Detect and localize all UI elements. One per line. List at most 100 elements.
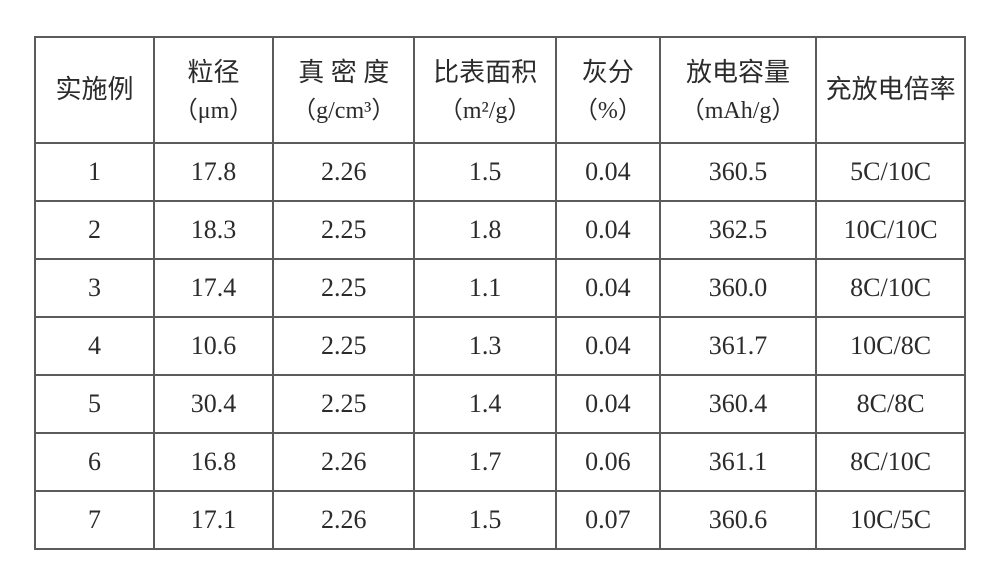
col-header-main: 粒径 (161, 55, 266, 90)
header-row: 实施例 粒径 （μm） 真 密 度 （g/cm³） 比表面积 （m²/g） 灰分 (35, 37, 965, 143)
col-header-1: 粒径 （μm） (154, 37, 273, 143)
table-cell: 2 (35, 201, 154, 259)
cell-value: 1.5 (469, 505, 502, 534)
cell-value: 0.04 (585, 273, 631, 302)
table-cell: 2.25 (273, 375, 414, 433)
table-cell: 0.04 (556, 317, 660, 375)
table-cell: 1.5 (414, 143, 555, 201)
cell-value: 0.04 (585, 157, 631, 186)
table-cell: 0.04 (556, 259, 660, 317)
table-cell: 360.6 (660, 491, 816, 549)
col-header-main: 放电容量 (667, 55, 809, 90)
cell-value: 360.5 (709, 157, 768, 186)
col-header-unit: （m²/g） (421, 90, 548, 125)
cell-value: 2.25 (321, 331, 367, 360)
cell-value: 4 (88, 331, 101, 360)
table-cell: 8C/10C (816, 433, 965, 491)
col-header-main: 真 密 度 (280, 55, 407, 90)
table-cell: 10C/10C (816, 201, 965, 259)
col-header-2: 真 密 度 （g/cm³） (273, 37, 414, 143)
cell-value: 17.4 (191, 273, 237, 302)
cell-value: 2.26 (321, 505, 367, 534)
table-cell: 30.4 (154, 375, 273, 433)
cell-value: 2.25 (321, 273, 367, 302)
cell-value: 10.6 (191, 331, 237, 360)
cell-value: 2.25 (321, 389, 367, 418)
col-header-main: 充放电倍率 (823, 72, 958, 107)
table-cell: 2.26 (273, 143, 414, 201)
table-cell: 360.0 (660, 259, 816, 317)
cell-value: 0.04 (585, 331, 631, 360)
cell-value: 8C/10C (850, 273, 931, 302)
table-cell: 10.6 (154, 317, 273, 375)
col-header-main: 比表面积 (421, 55, 548, 90)
table-cell: 361.1 (660, 433, 816, 491)
table-container: 实施例 粒径 （μm） 真 密 度 （g/cm³） 比表面积 （m²/g） 灰分 (0, 0, 1000, 586)
table-row: 3 17.4 2.25 1.1 0.04 360.0 8C/10C (35, 259, 965, 317)
cell-value: 0.07 (585, 505, 631, 534)
col-header-main: 实施例 (42, 72, 147, 107)
cell-value: 5 (88, 389, 101, 418)
table-cell: 360.4 (660, 375, 816, 433)
table-cell: 18.3 (154, 201, 273, 259)
table-cell: 0.06 (556, 433, 660, 491)
table-cell: 0.04 (556, 143, 660, 201)
cell-value: 3 (88, 273, 101, 302)
cell-value: 1.7 (469, 447, 502, 476)
table-cell: 3 (35, 259, 154, 317)
cell-value: 362.5 (709, 215, 768, 244)
table-cell: 10C/5C (816, 491, 965, 549)
cell-value: 6 (88, 447, 101, 476)
table-cell: 2.26 (273, 433, 414, 491)
cell-value: 8C/10C (850, 447, 931, 476)
table-cell: 360.5 (660, 143, 816, 201)
cell-value: 18.3 (191, 215, 237, 244)
col-header-unit: （mAh/g） (667, 90, 809, 125)
cell-value: 10C/10C (844, 215, 938, 244)
table-cell: 0.07 (556, 491, 660, 549)
table-cell: 10C/8C (816, 317, 965, 375)
col-header-5: 放电容量 （mAh/g） (660, 37, 816, 143)
table-row: 4 10.6 2.25 1.3 0.04 361.7 10C/8C (35, 317, 965, 375)
cell-value: 360.0 (709, 273, 768, 302)
table-cell: 1.7 (414, 433, 555, 491)
cell-value: 1.5 (469, 157, 502, 186)
cell-value: 360.4 (709, 389, 768, 418)
table-cell: 4 (35, 317, 154, 375)
col-header-6: 充放电倍率 (816, 37, 965, 143)
cell-value: 7 (88, 505, 101, 534)
cell-value: 1 (88, 157, 101, 186)
col-header-3: 比表面积 （m²/g） (414, 37, 555, 143)
table-cell: 1.4 (414, 375, 555, 433)
table-cell: 0.04 (556, 201, 660, 259)
table-cell: 1.1 (414, 259, 555, 317)
table-row: 2 18.3 2.25 1.8 0.04 362.5 10C/10C (35, 201, 965, 259)
table-cell: 2.25 (273, 201, 414, 259)
cell-value: 361.7 (709, 331, 768, 360)
cell-value: 17.8 (191, 157, 237, 186)
col-header-unit: （g/cm³） (280, 90, 407, 125)
cell-value: 1.4 (469, 389, 502, 418)
table-cell: 2.26 (273, 491, 414, 549)
cell-value: 0.04 (585, 215, 631, 244)
col-header-unit: （%） (563, 90, 653, 125)
cell-value: 1.3 (469, 331, 502, 360)
cell-value: 1.8 (469, 215, 502, 244)
cell-value: 360.6 (709, 505, 768, 534)
cell-value: 16.8 (191, 447, 237, 476)
table-cell: 6 (35, 433, 154, 491)
table-cell: 362.5 (660, 201, 816, 259)
col-header-unit: （μm） (161, 90, 266, 125)
cell-value: 5C/10C (850, 157, 931, 186)
cell-value: 17.1 (191, 505, 237, 534)
cell-value: 1.1 (469, 273, 502, 302)
cell-value: 0.04 (585, 389, 631, 418)
col-header-main: 灰分 (563, 55, 653, 90)
table-row: 7 17.1 2.26 1.5 0.07 360.6 10C/5C (35, 491, 965, 549)
cell-value: 361.1 (709, 447, 768, 476)
table-cell: 8C/10C (816, 259, 965, 317)
table-cell: 5C/10C (816, 143, 965, 201)
table-body: 1 17.8 2.26 1.5 0.04 360.5 5C/10C 2 18.3 2.25 1.8 0… (35, 143, 965, 549)
cell-value: 10C/5C (850, 505, 931, 534)
table-cell: 1 (35, 143, 154, 201)
